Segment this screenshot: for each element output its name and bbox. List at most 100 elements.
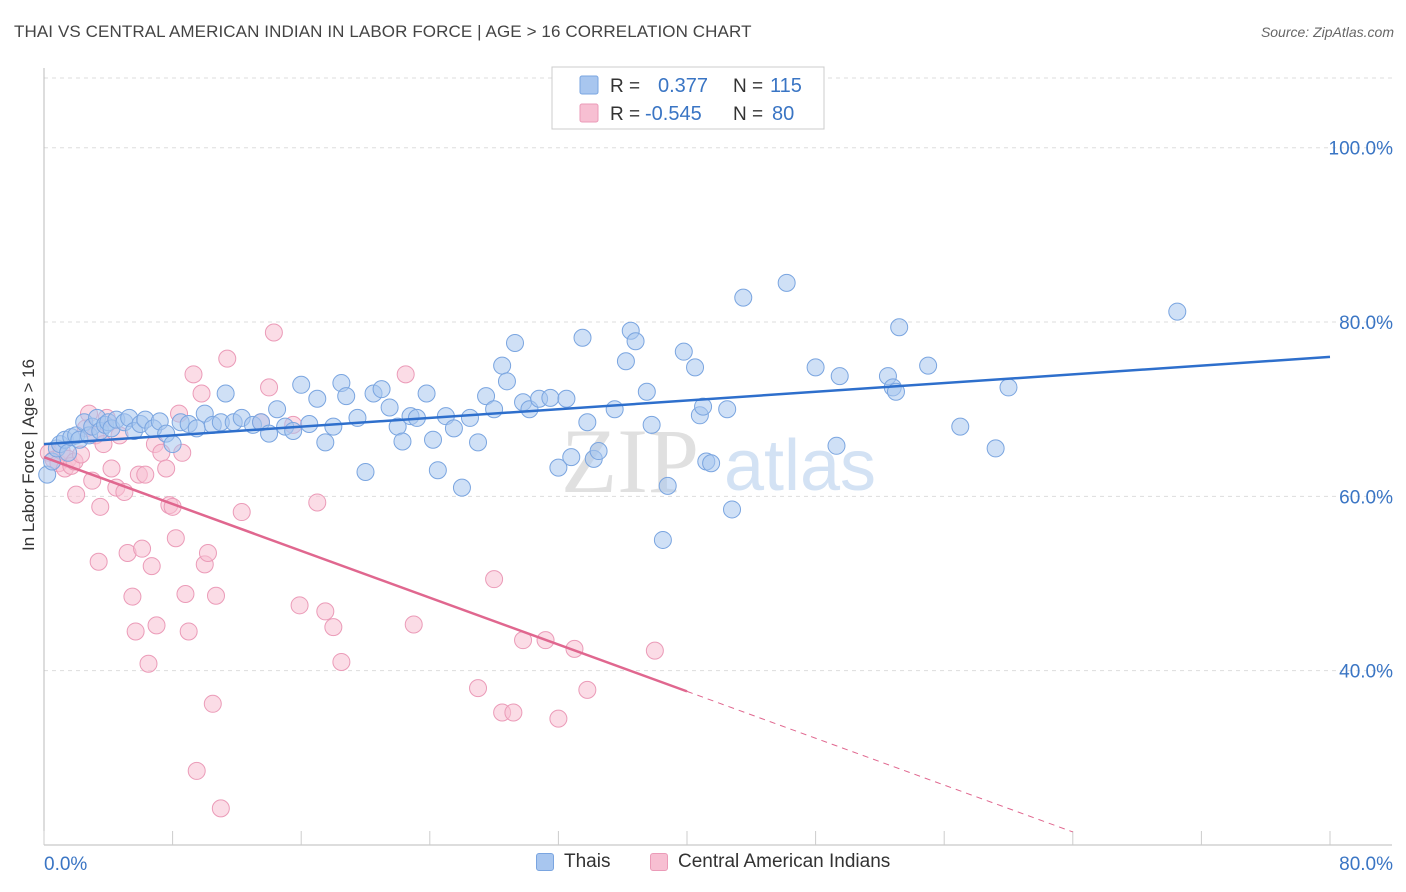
data-point-central-american-indians <box>142 557 161 576</box>
data-point-central-american-indians <box>264 323 283 342</box>
data-point-thais <box>549 458 568 477</box>
data-point-thais <box>674 342 693 361</box>
source-label: Source: ZipAtlas.com <box>1260 24 1394 40</box>
data-point-thais <box>308 389 327 408</box>
data-point-thais <box>300 415 319 434</box>
data-point-thais <box>460 408 479 427</box>
data-point-central-american-indians <box>198 544 217 563</box>
grid-lines <box>44 77 1392 672</box>
data-point-central-american-indians <box>157 459 176 478</box>
data-point-central-american-indians <box>147 616 166 635</box>
data-point-central-american-indians <box>332 652 351 671</box>
data-point-central-american-indians <box>136 465 155 484</box>
data-point-thais <box>702 454 721 473</box>
data-point-thais <box>444 419 463 438</box>
data-point-thais <box>163 435 182 454</box>
data-point-central-american-indians <box>179 622 198 641</box>
legend-n-label-thais: N = <box>733 76 763 97</box>
legend-n-label-central-american-indians: N = <box>733 104 763 125</box>
y-tick-label: 80.0% <box>1339 313 1393 334</box>
data-point-thais <box>578 413 597 432</box>
data-point-thais <box>497 372 516 391</box>
data-point-thais <box>284 421 303 440</box>
data-point-thais <box>890 318 909 337</box>
data-point-central-american-indians <box>396 365 415 384</box>
data-point-central-american-indians <box>176 584 195 603</box>
trend-line-central-american-indians-extrapolated <box>686 690 1073 833</box>
data-point-central-american-indians <box>404 615 423 634</box>
data-point-thais <box>557 389 576 408</box>
data-point-central-american-indians <box>102 459 121 478</box>
data-point-thais <box>616 352 635 371</box>
legend-swatch-central-american-indians-bottom <box>650 853 668 871</box>
data-point-central-american-indians <box>485 570 504 589</box>
data-point-thais <box>573 328 592 347</box>
y-tick-label: 40.0% <box>1339 662 1393 683</box>
data-point-central-american-indians <box>232 503 251 522</box>
x-tick-label-min: 0.0% <box>44 854 87 875</box>
legend-label-thais: Thais <box>564 851 611 872</box>
data-point-central-american-indians <box>91 497 110 516</box>
data-point-central-american-indians <box>139 654 158 673</box>
data-point-central-american-indians <box>67 485 86 504</box>
data-point-central-american-indians <box>504 703 523 722</box>
legend-r-label-thais: R = <box>610 76 640 97</box>
data-point-central-american-indians <box>218 349 237 368</box>
data-point-central-american-indians <box>123 587 142 606</box>
data-point-thais <box>424 430 443 449</box>
data-point-thais <box>723 500 742 519</box>
data-point-central-american-indians <box>469 679 488 698</box>
data-point-central-american-indians <box>260 378 279 397</box>
data-point-thais <box>541 388 560 407</box>
data-point-thais <box>316 433 335 452</box>
legend-item-thais: Thais <box>536 851 610 873</box>
data-point-thais <box>337 387 356 406</box>
data-point-thais <box>493 356 512 375</box>
data-point-thais <box>268 400 287 419</box>
data-point-thais <box>372 380 391 399</box>
data-point-thais <box>951 417 970 436</box>
data-point-central-american-indians <box>290 596 309 615</box>
data-point-thais <box>380 398 399 417</box>
y-tick-label: 60.0% <box>1339 487 1393 508</box>
data-point-thais <box>734 288 753 307</box>
data-point-thais <box>393 432 412 451</box>
tick-labels: 40.0% 60.0% 80.0% 100.0% 0.0% 80.0% <box>44 139 1393 875</box>
legend-r-label-central-american-indians: R = <box>610 104 640 125</box>
data-point-thais <box>626 332 645 351</box>
data-point-central-american-indians <box>166 529 185 548</box>
top-legend: R = 0.377 N = 115 R = -0.545 N = 80 <box>551 66 825 130</box>
watermark-atlas: atlas <box>724 426 876 506</box>
data-point-central-american-indians <box>187 761 206 780</box>
data-point-thais <box>642 415 661 434</box>
data-point-thais <box>806 358 825 377</box>
data-point-central-american-indians <box>578 680 597 699</box>
legend-swatch-thais <box>579 75 599 95</box>
y-axis-label: In Labor Force | Age > 16 <box>19 359 38 551</box>
data-point-thais <box>428 461 447 480</box>
data-point-thais <box>1168 302 1187 321</box>
data-point-central-american-indians <box>207 586 226 605</box>
data-point-central-american-indians <box>203 694 222 713</box>
data-point-thais <box>477 387 496 406</box>
data-point-central-american-indians <box>645 641 664 660</box>
data-point-thais <box>986 439 1005 458</box>
data-point-thais <box>452 478 471 497</box>
data-point-thais <box>292 375 311 394</box>
data-point-central-american-indians <box>308 493 327 512</box>
data-point-central-american-indians <box>89 552 108 571</box>
data-point-thais <box>605 400 624 419</box>
data-point-thais <box>637 382 656 401</box>
legend-item-central-american-indians: Central American Indians <box>650 851 890 873</box>
data-point-thais <box>777 273 796 292</box>
data-point-thais <box>694 397 713 416</box>
data-point-thais <box>999 378 1018 397</box>
data-point-central-american-indians <box>324 618 343 637</box>
data-point-thais <box>417 384 436 403</box>
data-point-thais <box>658 476 677 495</box>
trend-lines <box>43 355 1331 833</box>
data-point-thais <box>830 367 849 386</box>
x-tick-label-max: 80.0% <box>1339 854 1393 875</box>
data-point-thais <box>324 417 343 436</box>
